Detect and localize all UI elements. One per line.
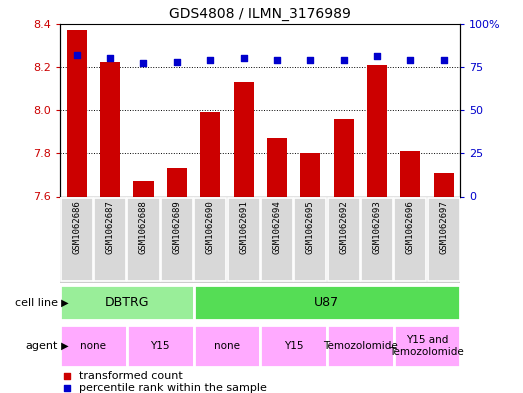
Text: none: none [214, 341, 240, 351]
Point [106, 55, 115, 61]
Text: GSM1062691: GSM1062691 [239, 200, 248, 254]
FancyBboxPatch shape [194, 198, 226, 281]
FancyBboxPatch shape [394, 198, 426, 281]
FancyBboxPatch shape [94, 198, 126, 281]
Point [62, 373, 71, 379]
Bar [200, 112, 220, 196]
FancyBboxPatch shape [194, 325, 260, 367]
Bar [300, 153, 320, 196]
Text: U87: U87 [314, 296, 339, 309]
Text: agent: agent [25, 341, 58, 351]
Text: GSM1062689: GSM1062689 [173, 200, 181, 254]
Point [373, 53, 381, 60]
Bar [434, 173, 453, 196]
Point [73, 51, 81, 58]
FancyBboxPatch shape [228, 198, 259, 281]
Bar [400, 151, 420, 196]
Text: ▶: ▶ [58, 298, 68, 308]
Point [240, 55, 248, 61]
FancyBboxPatch shape [327, 198, 359, 281]
Text: GSM1062695: GSM1062695 [306, 200, 315, 254]
Bar [233, 82, 254, 196]
Bar [334, 119, 354, 196]
FancyBboxPatch shape [61, 198, 93, 281]
Point [272, 57, 281, 63]
FancyBboxPatch shape [428, 198, 460, 281]
Text: GSM1062687: GSM1062687 [106, 200, 115, 254]
Bar [167, 168, 187, 196]
FancyBboxPatch shape [60, 285, 194, 320]
FancyBboxPatch shape [261, 198, 293, 281]
Text: GSM1062694: GSM1062694 [272, 200, 281, 254]
FancyBboxPatch shape [394, 325, 460, 367]
Bar [367, 64, 387, 196]
Text: none: none [81, 341, 107, 351]
Text: GSM1062690: GSM1062690 [206, 200, 214, 254]
FancyBboxPatch shape [260, 325, 327, 367]
Point [406, 57, 414, 63]
Text: GSM1062697: GSM1062697 [439, 200, 448, 254]
Bar [67, 30, 87, 196]
Bar [100, 62, 120, 196]
Point [206, 57, 214, 63]
Point [306, 57, 314, 63]
Text: GSM1062693: GSM1062693 [372, 200, 381, 254]
Text: transformed count: transformed count [79, 371, 183, 381]
Text: GSM1062686: GSM1062686 [72, 200, 81, 254]
FancyBboxPatch shape [294, 198, 326, 281]
FancyBboxPatch shape [361, 198, 393, 281]
FancyBboxPatch shape [327, 325, 394, 367]
FancyBboxPatch shape [60, 325, 127, 367]
Point [62, 385, 71, 391]
Text: percentile rank within the sample: percentile rank within the sample [79, 383, 267, 393]
Title: GDS4808 / ILMN_3176989: GDS4808 / ILMN_3176989 [169, 7, 351, 21]
Text: Y15 and
Temozolomide: Y15 and Temozolomide [390, 335, 464, 356]
Text: GSM1062692: GSM1062692 [339, 200, 348, 254]
Point [139, 60, 147, 66]
Point [173, 59, 181, 65]
Text: cell line: cell line [15, 298, 58, 308]
Text: Temozolomide: Temozolomide [323, 341, 397, 351]
Bar [60, 196, 460, 283]
Text: GSM1062688: GSM1062688 [139, 200, 148, 254]
Point [439, 57, 448, 63]
FancyBboxPatch shape [128, 198, 160, 281]
Point [339, 57, 348, 63]
FancyBboxPatch shape [161, 198, 193, 281]
Text: GSM1062696: GSM1062696 [406, 200, 415, 254]
Text: DBTRG: DBTRG [105, 296, 149, 309]
FancyBboxPatch shape [194, 285, 460, 320]
FancyBboxPatch shape [127, 325, 194, 367]
Bar [267, 138, 287, 196]
Text: ▶: ▶ [58, 341, 68, 351]
Bar [133, 181, 154, 196]
Text: Y15: Y15 [151, 341, 170, 351]
Text: Y15: Y15 [284, 341, 303, 351]
